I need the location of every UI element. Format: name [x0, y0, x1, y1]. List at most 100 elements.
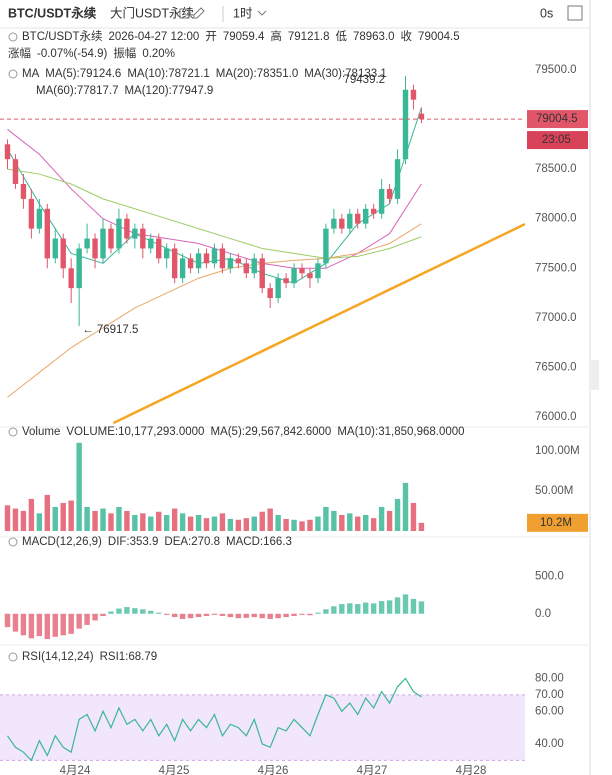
candle-body	[227, 258, 234, 269]
high-label: 79439.2	[344, 74, 386, 86]
macd-bar	[331, 606, 337, 614]
volume-bar	[116, 506, 122, 531]
volume-bar	[132, 514, 138, 531]
volume-bar	[60, 502, 66, 531]
y-tick-label: 77500.0	[535, 262, 577, 274]
candle-body	[267, 288, 273, 299]
macd-bar	[386, 600, 393, 614]
candle-body	[386, 188, 393, 199]
legend-text: -0.07%(-54.9)	[37, 48, 107, 60]
candle-body	[156, 238, 162, 259]
plot: BTC/USDT永续 2026-04-27 12:00 开 79059.4 高 79121…	[0, 29, 590, 775]
low-label: ← 76917.5	[82, 324, 138, 336]
side-handle[interactable]	[591, 360, 599, 390]
chevron[interactable]	[257, 10, 267, 16]
volume-bar	[52, 506, 58, 531]
y-tick-label: 70.00	[535, 689, 564, 701]
candle-body	[394, 159, 401, 199]
legend-text: MACD(12,26,9)	[22, 536, 102, 548]
volume-bar	[124, 510, 130, 531]
toolbar-icons[interactable]	[179, 7, 205, 19]
settings-icon[interactable]	[567, 5, 583, 21]
macd-bar	[187, 613, 194, 619]
macd-bar	[251, 613, 257, 618]
candle-body	[52, 238, 58, 259]
macd-bar	[307, 613, 313, 616]
candle-body	[60, 238, 66, 269]
macd-bar	[283, 613, 289, 618]
volume-bar	[156, 511, 162, 531]
macd-bar	[410, 598, 417, 614]
volume-bar	[418, 522, 425, 531]
legend-text: MACD:166.3	[226, 536, 292, 548]
candle-body	[243, 263, 249, 274]
legend-text: 78963.0	[353, 31, 395, 43]
y-tick-label: 40.00	[535, 738, 564, 750]
legend-text: DEA:270.8	[164, 536, 220, 548]
y-tick-label: 80.00	[535, 672, 564, 684]
candle-body	[410, 89, 417, 100]
volume-bar	[410, 502, 417, 531]
volume-bar	[315, 516, 321, 531]
y-tick-label: 79500.0	[535, 64, 577, 76]
candle-body	[44, 208, 50, 259]
macd-bar	[148, 610, 154, 614]
macd-bar	[140, 609, 146, 614]
volume-bar	[275, 514, 281, 531]
candle-body	[4, 144, 11, 160]
volume-bar	[291, 519, 297, 531]
y-tick-label: 0.0	[535, 608, 551, 620]
macd-bar	[116, 608, 122, 614]
y-tick-label: 76500.0	[535, 362, 577, 374]
volume-bar	[28, 498, 35, 531]
macd-bar	[370, 603, 377, 614]
ma-line	[7, 168, 422, 259]
volume-bar	[323, 506, 329, 531]
macd-bar	[44, 613, 50, 640]
candle-body	[187, 258, 194, 269]
candle-body	[323, 228, 329, 264]
macd-bar	[227, 613, 234, 618]
legend-text: MA(5):29,567,842.6000	[210, 426, 331, 438]
volume-bar	[219, 513, 226, 531]
volume-bar	[108, 513, 114, 531]
volume-bar	[235, 519, 242, 531]
macd-bar	[4, 613, 11, 628]
candle-body	[164, 248, 170, 259]
macd-bar	[124, 607, 130, 614]
macd-bar	[108, 611, 114, 614]
legend-text: VOLUME:10,177,293.0000	[66, 426, 204, 438]
macd-bar	[291, 613, 297, 616]
volume-bar	[203, 518, 210, 531]
macd-bar	[195, 613, 202, 618]
candle-body	[259, 258, 265, 289]
volume-bar	[68, 500, 74, 531]
volume-bar	[4, 505, 11, 531]
volume-bar	[251, 516, 257, 531]
legend-text: 0.20%	[142, 48, 175, 60]
candle-body	[235, 258, 242, 264]
macd-bar	[92, 613, 98, 621]
legend-text: 振幅	[113, 46, 136, 60]
legend-text: 低	[335, 30, 347, 43]
candle-body	[299, 268, 305, 274]
candle-body	[36, 208, 43, 229]
symbol[interactable]: BTC/USDT永续	[8, 5, 97, 20]
countdown: 23:05	[542, 134, 571, 146]
macd-bar	[132, 608, 138, 614]
y-tick-label: 500.0	[535, 571, 564, 583]
panel-icon	[8, 652, 18, 662]
volume-bar	[92, 510, 98, 531]
interval[interactable]: 1时	[233, 6, 253, 20]
volume-bar	[211, 516, 218, 531]
volume-bar	[299, 521, 305, 531]
timer: 0s	[540, 6, 553, 20]
eye-icon	[8, 32, 18, 42]
candle-body	[12, 159, 19, 184]
legend-text: 79059.4	[223, 31, 265, 43]
candle-body	[84, 238, 90, 249]
macd-bar	[355, 604, 361, 614]
candle-body	[179, 258, 186, 279]
macd-bar	[52, 613, 58, 637]
